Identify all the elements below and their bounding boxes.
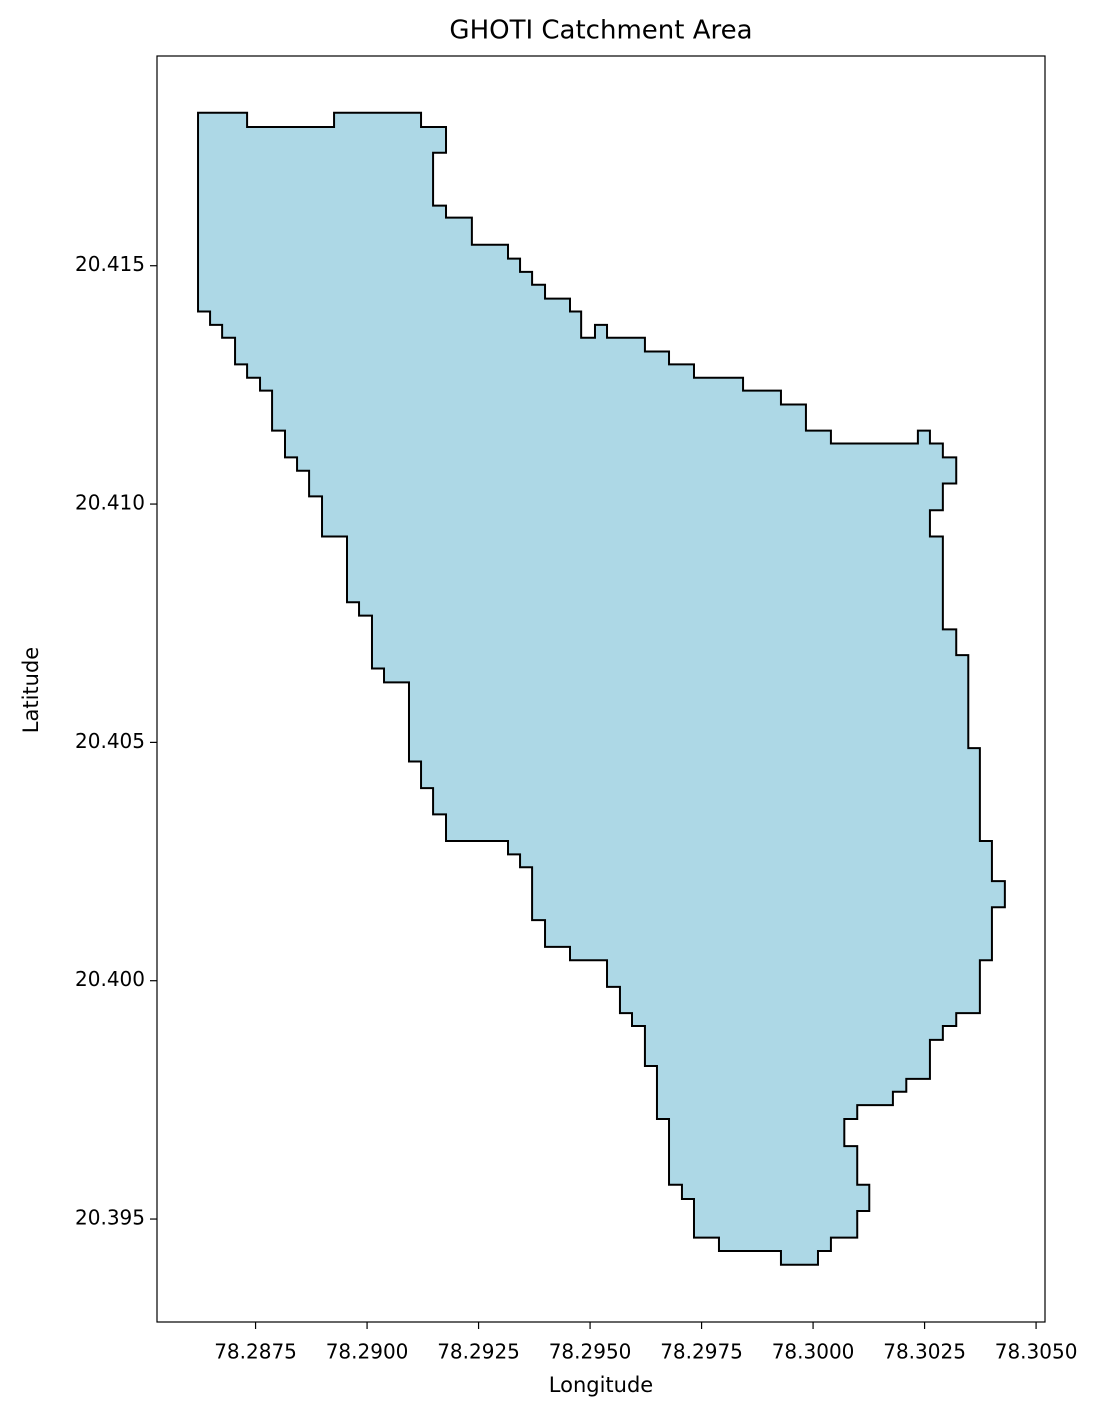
x-tick-label: 78.3025 [883,1340,966,1364]
y-tick-label: 20.405 [75,729,145,753]
x-tick-label: 78.3050 [995,1340,1078,1364]
plot-frame [156,55,1046,1323]
x-axis-label: Longitude [549,1373,653,1397]
y-tick-label: 20.415 [75,252,145,276]
x-tick-label: 78.2875 [214,1340,297,1364]
x-tick-label: 78.2900 [326,1340,409,1364]
x-tick-label: 78.3000 [772,1340,855,1364]
y-tick-label: 20.410 [75,491,145,515]
chart-title: GHOTI Catchment Area [449,16,752,46]
y-axis-label: Latitude [19,647,43,733]
y-tick-label: 20.395 [75,1206,145,1230]
y-tick-label: 20.400 [75,967,145,991]
x-tick-label: 78.2975 [660,1340,743,1364]
x-tick-label: 78.2925 [437,1340,520,1364]
x-tick-label: 78.2950 [549,1340,632,1364]
catchment-area [197,111,1006,1266]
